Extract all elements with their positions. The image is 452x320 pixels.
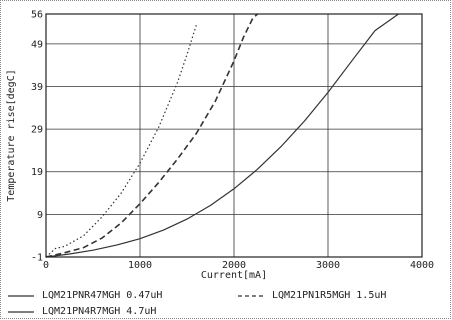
y-tick-label-6: 56 [31, 10, 43, 21]
legend-label-1: LQM21PN1R5MGH 1.5uH [272, 290, 387, 301]
legend-label-0: LQM21PNR47MGH 0.47uH [42, 290, 163, 301]
x-tick-label-4: 4000 [410, 260, 434, 271]
grid [46, 14, 422, 257]
x-tick-label-0: 0 [43, 260, 49, 271]
tick-labels: 0 1000 2000 3000 4000 -1 9 19 29 39 49 56 [31, 10, 434, 272]
y-tick-label-3: 29 [31, 125, 43, 136]
legend-swatch-1 [238, 294, 264, 297]
legend-swatch-0 [8, 294, 34, 297]
x-axis-label: Current[mA] [201, 270, 267, 281]
series-line-1 [45, 13, 259, 258]
legend-entry-2: LQM21PN4R7MGH 4.7uH [8, 306, 156, 318]
y-tick-label-2: 19 [31, 167, 43, 178]
x-tick-label-3: 3000 [316, 260, 340, 271]
plot-area-border [45, 13, 423, 258]
series-line-2 [45, 24, 197, 258]
y-tick-label-1: 9 [37, 210, 43, 221]
y-tick-label-0: -1 [31, 253, 43, 264]
series-lines [45, 13, 399, 258]
y-axis-label: Temperature rise[degC] [6, 69, 17, 201]
y-tick-label-4: 39 [31, 82, 43, 93]
legend-entry-0: LQM21PNR47MGH 0.47uH [8, 290, 162, 302]
legend-entry-1: LQM21PN1R5MGH 1.5uH [238, 290, 386, 302]
y-tick-label-5: 49 [31, 39, 43, 50]
series-line-0 [45, 13, 399, 258]
x-tick-label-1: 1000 [128, 260, 152, 271]
legend-label-2: LQM21PN4R7MGH 4.7uH [42, 306, 157, 317]
x-tick-label-2: 2000 [222, 260, 246, 271]
legend-swatch-2 [8, 310, 34, 313]
